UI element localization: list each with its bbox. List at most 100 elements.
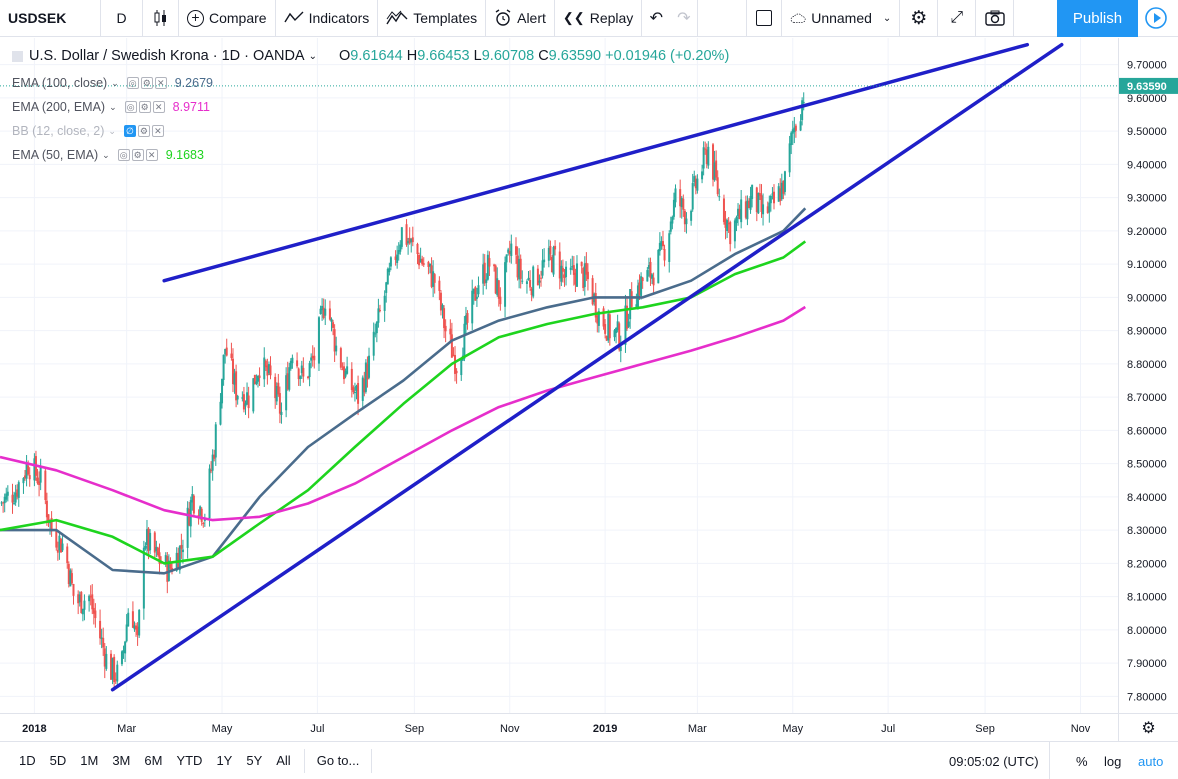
auto-toggle[interactable]: auto <box>1138 742 1163 779</box>
candle-body <box>313 355 316 361</box>
rewind-icon: ❮❮ <box>562 10 585 25</box>
range-3m[interactable]: 3M <box>112 753 131 768</box>
scale-settings-button[interactable]: ⚙ <box>1118 713 1178 741</box>
candle-body <box>400 227 403 247</box>
replay-button[interactable]: ❮❮ Replay <box>555 0 643 37</box>
snapshot-button[interactable] <box>976 0 1015 37</box>
templates-button[interactable]: Templates <box>378 0 487 37</box>
compare-button[interactable]: + Compare <box>179 0 276 37</box>
candle-body <box>339 348 342 368</box>
indicator-ema200[interactable]: EMA (200, EMA) ⌄ ◎ ⚙ ✕ 8.9711 <box>12 95 729 119</box>
layout-name-button[interactable]: Unnamed ⌄ <box>782 0 901 37</box>
auto-label: auto <box>1138 753 1164 769</box>
candle-body <box>746 200 749 220</box>
candle-body <box>308 363 311 378</box>
chart-pane[interactable] <box>0 38 1118 713</box>
range-5y[interactable]: 5Y <box>246 753 263 768</box>
play-button[interactable] <box>1141 3 1171 33</box>
candle-body <box>247 395 250 409</box>
eye-icon[interactable]: ◎ <box>126 77 139 89</box>
redo-button[interactable]: ↷ <box>670 0 699 37</box>
candle-body <box>443 308 446 329</box>
eye-icon[interactable]: ◎ <box>124 101 137 113</box>
range-ytd[interactable]: YTD <box>176 753 203 768</box>
close-icon[interactable]: ✕ <box>154 77 167 89</box>
candle-body <box>45 500 48 518</box>
price-tick-label: 9.40000 <box>1127 159 1167 171</box>
candle-body <box>626 305 629 329</box>
price-tick-label: 9.60000 <box>1127 93 1167 105</box>
log-toggle[interactable]: log <box>1104 742 1121 779</box>
percent-toggle[interactable]: % <box>1076 742 1088 779</box>
chevron-down-icon[interactable]: ⌄ <box>111 77 119 88</box>
fullscreen-layout-button[interactable] <box>746 0 783 37</box>
alert-button[interactable]: Alert <box>486 0 555 37</box>
candle-body <box>483 262 486 284</box>
candle-body <box>580 261 583 267</box>
candle-body <box>122 650 125 653</box>
fullscreen-button[interactable]: ⤢ <box>938 0 977 37</box>
candle-body <box>147 528 150 551</box>
close-icon[interactable]: ✕ <box>152 101 165 113</box>
symbol-title[interactable]: U.S. Dollar / Swedish Krona · 1D · OANDA <box>29 48 305 64</box>
candle-body <box>114 679 117 681</box>
range-6m[interactable]: 6M <box>144 753 163 768</box>
range-1d[interactable]: 1D <box>19 753 36 768</box>
gear-icon[interactable]: ⚙ <box>131 149 144 161</box>
gear-icon[interactable]: ⚙ <box>138 101 151 113</box>
chevron-down-icon[interactable]: ⌄ <box>108 125 116 136</box>
close-icon[interactable]: ✕ <box>151 125 164 137</box>
price-chart[interactable] <box>0 38 1118 713</box>
clock[interactable]: 09:05:02 (UTC) <box>949 742 1050 779</box>
candle-body <box>432 271 435 287</box>
candle-body <box>585 262 588 275</box>
close-icon[interactable]: ✕ <box>145 149 158 161</box>
indicators-button[interactable]: Indicators <box>276 0 379 37</box>
indicator-ema100[interactable]: EMA (100, close) ⌄ ◎ ⚙ ✕ 9.2679 <box>12 71 729 95</box>
candle-body <box>543 259 546 263</box>
settings-button[interactable]: ⚙ <box>900 0 939 37</box>
range-all[interactable]: All <box>276 753 291 768</box>
candle-body <box>527 277 530 280</box>
eye-icon[interactable]: ◎ <box>117 149 130 161</box>
indicator-ema50[interactable]: EMA (50, EMA) ⌄ ◎ ⚙ ✕ 9.1683 <box>12 143 729 167</box>
candle-body <box>640 276 643 297</box>
candle-body <box>607 313 610 341</box>
candle-body <box>81 608 84 615</box>
chevron-down-icon[interactable]: ⌄ <box>102 149 110 160</box>
layout-name-label: Unnamed <box>811 10 872 26</box>
go-to-button[interactable]: Go to... <box>303 748 373 773</box>
chevron-down-icon[interactable]: ⌄ <box>109 101 117 112</box>
candle-body <box>747 200 750 209</box>
time-scale[interactable]: 2018 Mar May Jul Sep Nov 2019 Mar May Jul Sep Nov <box>0 713 1118 741</box>
undo-button[interactable]: ↶ <box>642 0 670 37</box>
indicator-bb[interactable]: BB (12, close, 2) ⌄ ∅ ⚙ ✕ <box>12 119 729 143</box>
change-value: +0.01946 (+0.20%) <box>605 48 730 64</box>
candle-body <box>66 546 69 564</box>
symbol-search[interactable]: USDSEK <box>0 0 101 37</box>
range-1y[interactable]: 1Y <box>216 753 233 768</box>
candle-body <box>2 502 5 504</box>
publish-button[interactable]: Publish <box>1057 0 1138 37</box>
candle-body <box>366 363 369 380</box>
candle-body <box>330 318 333 322</box>
candle-body <box>186 507 189 548</box>
chevron-down-icon[interactable]: ⌄ <box>308 50 317 62</box>
candle-body <box>169 562 172 569</box>
chart-legend: U.S. Dollar / Swedish Krona · 1D · OANDA… <box>12 46 729 167</box>
interval-button[interactable]: D <box>101 0 143 37</box>
candle-body <box>133 625 136 630</box>
range-5d[interactable]: 5D <box>49 753 67 768</box>
candle-body <box>532 266 535 297</box>
candle-body <box>164 555 167 565</box>
price-scale[interactable]: 9.70000 9.60000 9.50000 9.40000 9.30000 9.200… <box>1118 38 1178 713</box>
legend-title-row: U.S. Dollar / Swedish Krona · 1D · OANDA… <box>12 46 729 66</box>
candle-body <box>691 183 694 210</box>
candle-body <box>762 204 765 215</box>
gear-icon[interactable]: ⚙ <box>137 125 150 137</box>
eye-hidden-icon[interactable]: ∅ <box>123 125 136 137</box>
gear-icon[interactable]: ⚙ <box>140 77 153 89</box>
range-1m[interactable]: 1M <box>80 753 99 768</box>
chart-style-button[interactable] <box>143 0 179 37</box>
open-label: O <box>338 48 351 64</box>
